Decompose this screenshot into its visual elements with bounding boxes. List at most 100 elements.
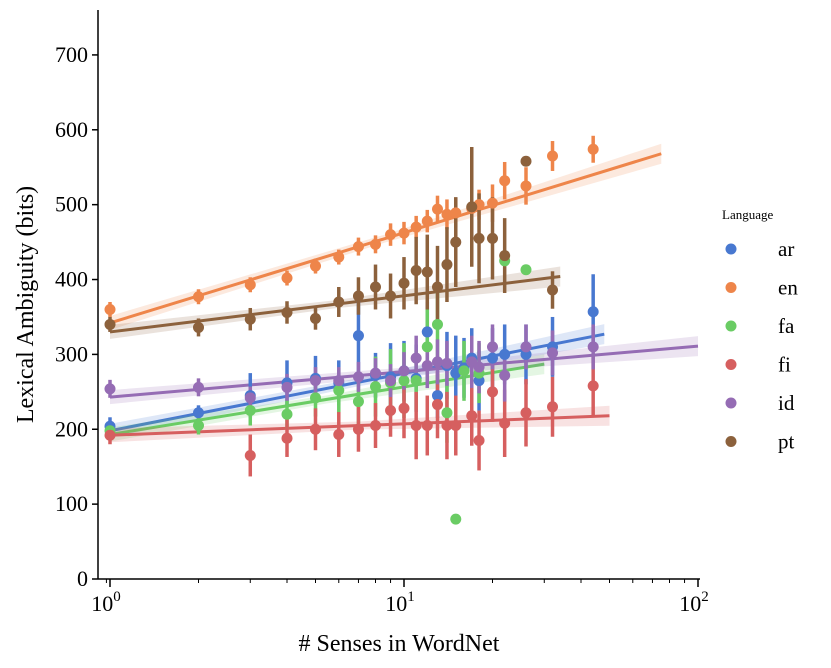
point-pt xyxy=(193,321,205,333)
point-id xyxy=(441,357,453,369)
x-tick-label: 102 xyxy=(679,589,709,616)
legend-label-ar: ar xyxy=(778,237,794,261)
point-en xyxy=(309,260,321,272)
x-axis-label: # Senses in WordNet xyxy=(299,631,500,657)
point-fa xyxy=(352,396,364,408)
point-id xyxy=(370,367,382,379)
point-pt xyxy=(410,265,422,277)
point-en xyxy=(441,208,453,220)
point-fa xyxy=(398,375,410,387)
point-pt xyxy=(370,281,382,293)
point-id xyxy=(487,341,499,353)
point-pt xyxy=(309,312,321,324)
y-tick-label: 200 xyxy=(55,416,88,441)
point-ar xyxy=(421,326,433,338)
point-fi xyxy=(410,420,422,432)
y-tick-label: 0 xyxy=(77,566,88,591)
point-fa xyxy=(244,405,256,417)
point-fi xyxy=(244,449,256,461)
y-tick-label: 500 xyxy=(55,192,88,217)
point-id xyxy=(499,369,511,381)
point-fi xyxy=(441,420,453,432)
point-en xyxy=(421,215,433,227)
legend-marker-fi xyxy=(725,359,737,370)
legend-marker-en xyxy=(725,282,737,293)
point-id xyxy=(385,375,397,387)
point-ar xyxy=(499,348,511,360)
point-id xyxy=(193,381,205,393)
legend-label-id: id xyxy=(778,391,795,415)
point-pt xyxy=(385,290,397,302)
point-pt xyxy=(547,284,559,296)
legend-marker-pt xyxy=(725,436,737,447)
point-fa xyxy=(309,392,321,404)
point-fa xyxy=(520,264,532,276)
point-fa xyxy=(333,384,345,396)
point-fi xyxy=(431,399,443,411)
point-en xyxy=(352,241,364,253)
point-ar xyxy=(587,306,599,318)
point-en xyxy=(281,272,293,284)
point-fi xyxy=(466,410,478,422)
x-tick-label: 101 xyxy=(385,589,415,616)
point-ar xyxy=(352,330,364,342)
point-en xyxy=(333,251,345,263)
point-en xyxy=(193,291,205,303)
point-en xyxy=(385,229,397,241)
x-tick-label: 100 xyxy=(91,589,121,616)
point-pt xyxy=(441,259,453,271)
point-id xyxy=(244,392,256,404)
point-id xyxy=(520,341,532,353)
point-en xyxy=(410,221,422,233)
point-en xyxy=(104,303,116,315)
point-id xyxy=(281,381,293,393)
point-id xyxy=(398,365,410,377)
point-fa xyxy=(450,513,462,525)
point-fi xyxy=(520,407,532,419)
point-fi xyxy=(587,380,599,392)
point-id xyxy=(431,356,443,368)
point-fa xyxy=(421,341,433,353)
point-en xyxy=(587,143,599,155)
legend-marker-fa xyxy=(725,320,737,332)
point-id xyxy=(587,341,599,353)
point-fi xyxy=(281,432,293,444)
point-fa xyxy=(281,408,293,420)
point-en xyxy=(370,238,382,250)
legend: Language ar en fa fi id pt xyxy=(722,207,798,454)
y-tick-label: 100 xyxy=(55,491,88,516)
legend-label-fa: fa xyxy=(778,314,795,338)
point-en xyxy=(244,279,256,291)
point-pt xyxy=(499,250,511,262)
point-fa xyxy=(370,381,382,393)
point-fi xyxy=(547,401,559,413)
point-fi xyxy=(104,429,116,441)
point-pt xyxy=(421,266,433,278)
point-en xyxy=(431,203,443,215)
point-id xyxy=(352,371,364,383)
point-fa xyxy=(193,420,205,432)
data-points xyxy=(104,143,599,525)
point-pt xyxy=(104,318,116,330)
point-fi xyxy=(499,417,511,429)
point-id xyxy=(333,375,345,387)
point-fi xyxy=(309,423,321,435)
point-fi xyxy=(352,423,364,435)
point-en xyxy=(487,197,499,209)
point-pt xyxy=(398,277,410,289)
point-pt xyxy=(520,155,532,167)
point-fi xyxy=(487,386,499,398)
point-en xyxy=(520,180,532,192)
y-axis-label: Lexical Ambiguity (bits) xyxy=(13,186,39,423)
point-pt xyxy=(450,236,462,248)
point-pt xyxy=(281,306,293,318)
point-id xyxy=(309,375,321,387)
point-fi xyxy=(450,420,462,432)
point-id xyxy=(473,361,485,373)
y-tick-label: 300 xyxy=(55,341,88,366)
legend-marker-id xyxy=(725,397,737,409)
point-en xyxy=(499,175,511,187)
y-tick-label: 700 xyxy=(55,42,88,67)
